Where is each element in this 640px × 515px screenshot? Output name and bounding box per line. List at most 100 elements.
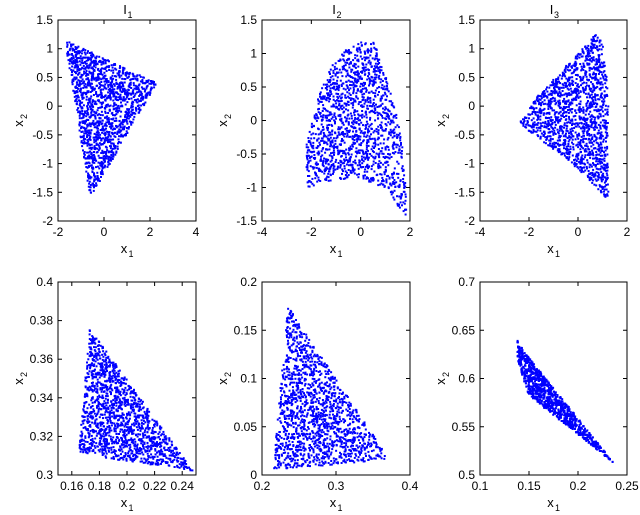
scatter-point: [97, 178, 100, 181]
scatter-point: [577, 52, 580, 55]
scatter-point: [593, 140, 595, 143]
scatter-point: [330, 93, 333, 96]
scatter-point: [111, 122, 114, 125]
scatter-point: [372, 131, 375, 134]
subplot-title-subscript: 3: [554, 10, 559, 20]
scatter-point: [552, 82, 555, 85]
scatter-point: [86, 84, 89, 86]
scatter-point: [326, 129, 329, 132]
scatter-point: [125, 127, 128, 129]
scatter-point: [343, 59, 346, 62]
scatter-point: [320, 139, 323, 142]
scatter-point: [379, 161, 382, 164]
scatter-point: [573, 70, 575, 73]
scatter-point: [561, 94, 564, 97]
scatter-point: [378, 77, 381, 80]
scatter-point: [371, 105, 374, 108]
scatter-point: [328, 148, 331, 151]
scatter-point: [369, 118, 371, 121]
scatter-point: [556, 128, 559, 131]
scatter-point: [347, 129, 350, 132]
scatter-point: [361, 162, 364, 165]
scatter-point: [367, 144, 370, 147]
scatter-point: [71, 47, 74, 50]
scatter-point: [353, 77, 356, 80]
scatter-point: [101, 73, 104, 76]
scatter-point: [399, 201, 402, 204]
scatter-point: [109, 417, 111, 420]
scatter-point: [337, 99, 340, 102]
scatter-point: [99, 164, 102, 167]
scatter-point: [343, 64, 346, 67]
scatter-point: [555, 91, 558, 94]
scatter-point: [306, 168, 309, 171]
scatter-point: [66, 43, 69, 46]
scatter-point: [346, 72, 349, 75]
scatter-point: [582, 170, 585, 173]
scatter-point: [595, 40, 598, 42]
scatter-point: [554, 145, 557, 148]
scatter-point: [357, 136, 360, 139]
scatter-point: [105, 78, 108, 80]
scatter-point: [596, 46, 599, 48]
scatter-point: [132, 77, 135, 80]
y-tick-label: -1: [464, 157, 475, 171]
scatter-point: [84, 83, 87, 86]
scatter-point: [576, 57, 579, 60]
scatter-point: [383, 91, 386, 94]
scatter-point: [312, 132, 315, 135]
scatter-point: [600, 43, 603, 46]
scatter-point: [555, 81, 558, 84]
scatter-point: [558, 88, 561, 91]
scatter-point: [370, 133, 372, 136]
scatter-point: [578, 122, 581, 125]
scatter-point: [564, 134, 567, 137]
scatter-point: [124, 116, 127, 118]
scatter-point: [101, 394, 104, 397]
scatter-point: [532, 128, 535, 131]
scatter-point: [523, 120, 526, 122]
scatter-point: [551, 122, 554, 124]
scatter-point: [129, 81, 132, 84]
scatter-point: [596, 163, 599, 165]
scatter-point: [86, 151, 89, 154]
scatter-point: [549, 99, 552, 102]
scatter-point: [331, 116, 334, 119]
scatter-point: [577, 132, 580, 135]
scatter-point: [344, 132, 346, 135]
scatter-point: [544, 136, 547, 139]
scatter-point: [534, 100, 537, 103]
scatter-point: [599, 189, 602, 192]
scatter-point: [392, 105, 395, 108]
scatter-point: [98, 402, 101, 405]
scatter-point: [375, 152, 378, 155]
scatter-point: [80, 140, 83, 143]
scatter-point: [98, 120, 101, 123]
scatter-point: [388, 132, 391, 135]
scatter-point: [586, 53, 589, 56]
scatter-point: [600, 81, 603, 84]
scatter-point: [329, 145, 332, 148]
scatter-point: [92, 153, 95, 156]
scatter-point: [134, 443, 137, 446]
scatter-point: [534, 111, 537, 113]
scatter-point: [342, 152, 345, 155]
scatter-point: [98, 407, 101, 410]
scatter-point: [160, 461, 163, 463]
scatter-point: [585, 57, 588, 60]
scatter-point: [115, 78, 118, 81]
scatter-point: [600, 48, 603, 51]
scatter-point: [593, 59, 596, 62]
scatter-point: [105, 452, 108, 455]
scatter-point: [542, 135, 545, 137]
scatter-point: [402, 190, 405, 193]
scatter-point: [592, 154, 595, 157]
scatter-point: [137, 88, 140, 90]
scatter-point: [90, 143, 93, 146]
scatter-point: [146, 412, 149, 414]
scatter-point: [171, 461, 174, 464]
scatter-point: [357, 60, 360, 63]
scatter-point: [563, 81, 566, 84]
scatter-point: [362, 81, 365, 84]
scatter-point: [569, 83, 572, 86]
